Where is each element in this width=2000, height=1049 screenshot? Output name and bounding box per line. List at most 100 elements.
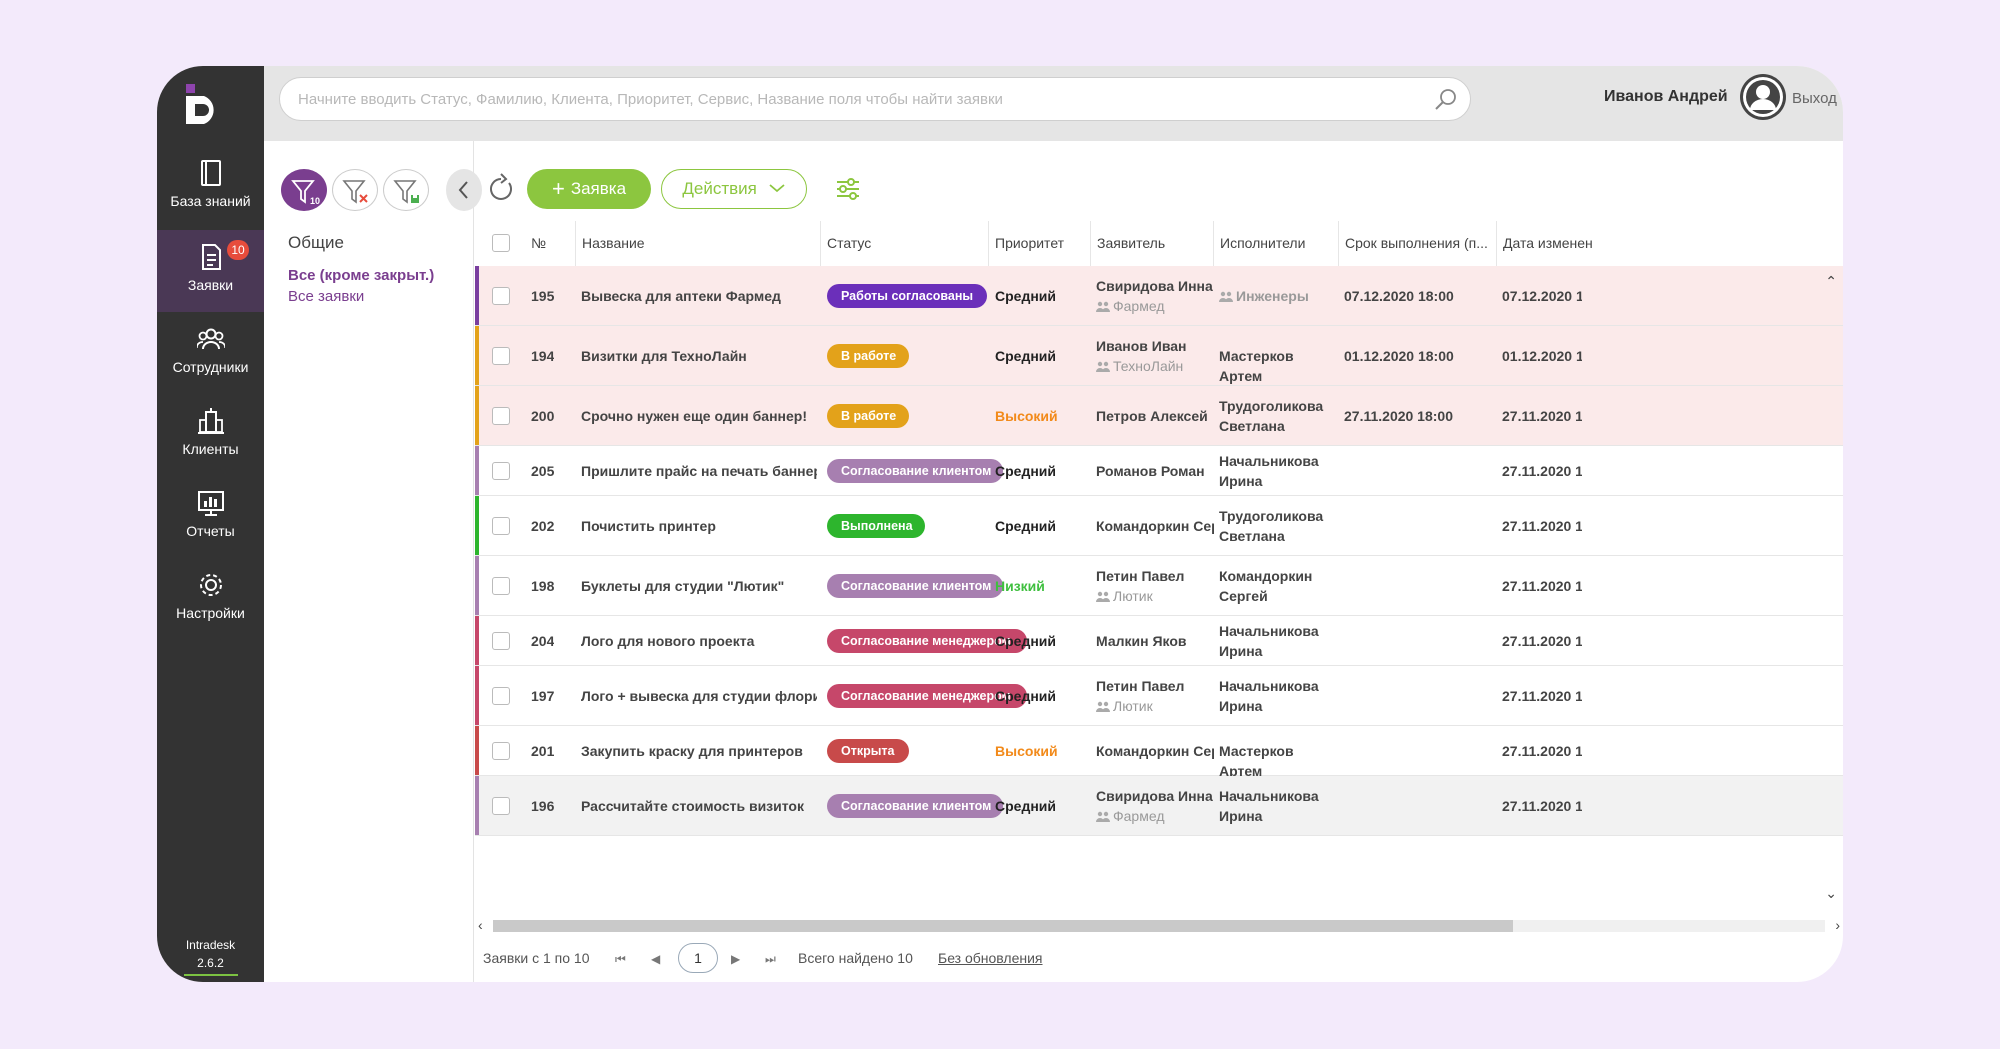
row-checkbox[interactable] bbox=[492, 462, 510, 480]
row-checkbox[interactable] bbox=[492, 517, 510, 535]
sidebar-item-clients[interactable]: Клиенты bbox=[157, 394, 264, 476]
row-checkbox[interactable] bbox=[492, 347, 510, 365]
table-row[interactable]: 202 Почистить принтер Выполнена Средний Кома… bbox=[475, 496, 1843, 556]
clear-filter-button[interactable] bbox=[332, 169, 378, 211]
row-number[interactable]: 201 bbox=[531, 743, 555, 759]
row-number[interactable]: 197 bbox=[531, 688, 555, 704]
table-row[interactable]: 198 Буклеты для студии "Лютик" Согласовани… bbox=[475, 556, 1843, 616]
scroll-right-arrow[interactable]: › bbox=[1835, 917, 1840, 933]
row-number[interactable]: 194 bbox=[531, 348, 555, 364]
table-row[interactable]: 194 Визитки для ТехноЛайн В работе Средний И… bbox=[475, 326, 1843, 386]
no-update-link[interactable]: Без обновления bbox=[938, 950, 1043, 966]
row-checkbox[interactable] bbox=[492, 797, 510, 815]
applicant-client-name: Фармед bbox=[1113, 298, 1165, 314]
scroll-left-arrow[interactable]: ‹ bbox=[478, 917, 483, 933]
sidebar-item-label: Настройки bbox=[176, 605, 245, 621]
row-number[interactable]: 195 bbox=[531, 288, 555, 304]
column-applicant[interactable]: Заявитель bbox=[1090, 221, 1213, 266]
sidebar-item-employees[interactable]: Сотрудники bbox=[157, 312, 264, 394]
row-title[interactable]: Пришлите прайс на печать баннеров bbox=[581, 463, 817, 479]
next-page-icon[interactable]: ▶ bbox=[731, 952, 741, 966]
row-priority: Средний bbox=[995, 463, 1057, 479]
row-applicant: Петин Павел Лютик bbox=[1096, 566, 1214, 606]
logout-link[interactable]: Выход bbox=[1792, 90, 1837, 107]
row-executor: Мастерков Артем bbox=[1219, 348, 1294, 384]
chevron-left-icon bbox=[458, 181, 468, 199]
row-title[interactable]: Почистить принтер bbox=[581, 518, 716, 534]
table-row[interactable]: 204 Лого для нового проекта Согласование м… bbox=[475, 616, 1843, 666]
filter-button[interactable]: 10 bbox=[281, 169, 327, 211]
scrollbar-thumb[interactable] bbox=[493, 920, 1513, 932]
filter-panel: 10 Общие Все (кроме закрыт.) Все заявки bbox=[264, 141, 482, 982]
collapse-panel-button[interactable] bbox=[446, 169, 482, 211]
column-executors[interactable]: Исполнители bbox=[1213, 221, 1338, 266]
scroll-up-arrow[interactable]: ⌃ bbox=[1825, 273, 1837, 289]
row-number[interactable]: 198 bbox=[531, 578, 555, 594]
chevron-down-icon bbox=[769, 184, 785, 193]
table-row[interactable]: 205 Пришлите прайс на печать баннеров Согл… bbox=[475, 446, 1843, 496]
row-number[interactable]: 200 bbox=[531, 408, 555, 424]
filter-all-except-closed[interactable]: Все (кроме закрыт.) bbox=[288, 267, 435, 284]
row-title[interactable]: Срочно нужен еще один баннер! bbox=[581, 408, 808, 424]
column-status[interactable]: Статус bbox=[820, 221, 988, 266]
row-title[interactable]: Лого + вывеска для студии флористики bbox=[581, 688, 817, 704]
column-number[interactable]: № bbox=[531, 235, 547, 251]
table-row[interactable]: 196 Рассчитайте стоимость визиток Согласов… bbox=[475, 776, 1843, 836]
sidebar-item-requests[interactable]: 10 Заявки bbox=[157, 230, 264, 312]
row-checkbox[interactable] bbox=[492, 742, 510, 760]
row-checkbox[interactable] bbox=[492, 687, 510, 705]
column-priority[interactable]: Приоритет bbox=[988, 221, 1090, 266]
row-number[interactable]: 205 bbox=[531, 463, 555, 479]
row-number[interactable]: 204 bbox=[531, 633, 555, 649]
table-row[interactable]: 201 Закупить краску для принтеров Открыта В… bbox=[475, 726, 1843, 779]
row-checkbox[interactable] bbox=[492, 287, 510, 305]
column-deadline[interactable]: Срок выполнения (п... bbox=[1338, 221, 1496, 266]
row-number[interactable]: 196 bbox=[531, 798, 555, 814]
sidebar-item-reports[interactable]: Отчеты bbox=[157, 476, 264, 558]
table-row[interactable]: 200 Срочно нужен еще один баннер! В работе… bbox=[475, 386, 1843, 446]
row-checkbox[interactable] bbox=[492, 577, 510, 595]
intradesk-logo[interactable] bbox=[184, 82, 228, 126]
row-modified: 27.11.2020 17 bbox=[1502, 408, 1582, 424]
row-title[interactable]: Лого для нового проекта bbox=[581, 633, 755, 649]
applicant-name: Иванов Иван bbox=[1096, 338, 1187, 354]
row-status-stripe bbox=[475, 266, 479, 325]
actions-dropdown[interactable]: Действия bbox=[661, 169, 807, 209]
column-settings-icon[interactable] bbox=[835, 177, 861, 201]
client-group-icon bbox=[1096, 358, 1113, 374]
sidebar-item-label: База знаний bbox=[170, 193, 251, 209]
avatar[interactable] bbox=[1740, 74, 1786, 120]
search-icon[interactable] bbox=[1434, 88, 1458, 112]
row-number[interactable]: 202 bbox=[531, 518, 555, 534]
row-checkbox[interactable] bbox=[492, 632, 510, 650]
search-input[interactable] bbox=[298, 78, 1418, 120]
current-user-name[interactable]: Иванов Андрей bbox=[1604, 88, 1728, 105]
row-title[interactable]: Рассчитайте стоимость визиток bbox=[581, 798, 804, 814]
add-request-button[interactable]: + Заявка bbox=[527, 169, 651, 209]
last-page-icon[interactable]: ⏭ bbox=[765, 952, 776, 966]
first-page-icon[interactable]: ⏮ bbox=[615, 952, 626, 966]
column-modified[interactable]: Дата изменен bbox=[1496, 221, 1601, 266]
scroll-down-arrow[interactable]: ⌄ bbox=[1825, 885, 1837, 901]
applicant-client: Фармед bbox=[1096, 296, 1214, 316]
row-title[interactable]: Закупить краску для принтеров bbox=[581, 743, 803, 759]
row-title[interactable]: Буклеты для студии "Лютик" bbox=[581, 578, 785, 594]
table-row[interactable]: 195 Вывеска для аптеки Фармед Работы согла… bbox=[475, 266, 1843, 326]
column-title[interactable]: Название bbox=[575, 221, 820, 266]
filter-group-title: Общие bbox=[288, 233, 344, 252]
row-checkbox[interactable] bbox=[492, 407, 510, 425]
current-page-button[interactable]: 1 bbox=[678, 943, 718, 973]
save-filter-button[interactable] bbox=[383, 169, 429, 211]
row-title[interactable]: Визитки для ТехноЛайн bbox=[581, 348, 747, 364]
sidebar-item-knowledge-base[interactable]: База знаний bbox=[157, 146, 264, 228]
row-title[interactable]: Вывеска для аптеки Фармед bbox=[581, 288, 781, 304]
prev-page-icon[interactable]: ◀ bbox=[651, 952, 661, 966]
table-row[interactable]: 197 Лого + вывеска для студии флористики С… bbox=[475, 666, 1843, 726]
row-priority: Средний bbox=[995, 518, 1057, 534]
select-all-checkbox[interactable] bbox=[492, 234, 510, 252]
users-icon bbox=[197, 328, 225, 350]
filter-all-requests[interactable]: Все заявки bbox=[288, 288, 365, 305]
horizontal-scrollbar[interactable]: ‹ › bbox=[475, 917, 1843, 935]
sidebar-item-settings[interactable]: Настройки bbox=[157, 558, 264, 640]
refresh-icon[interactable] bbox=[487, 171, 517, 205]
